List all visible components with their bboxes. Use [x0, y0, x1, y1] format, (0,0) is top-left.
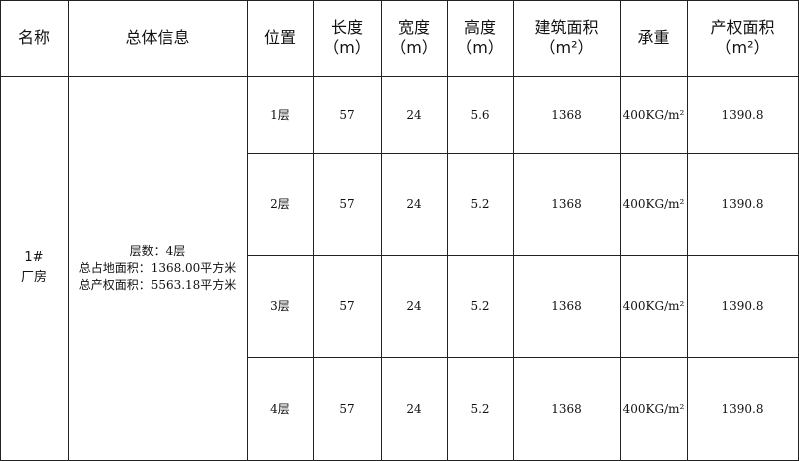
grid-line — [0, 0, 799, 1]
header-cell: 长度 （m） — [313, 0, 381, 76]
header-cell: 建筑面积 （m²） — [513, 0, 620, 76]
cell-text: （m²） — [539, 38, 594, 57]
grid-line — [381, 0, 382, 461]
cell-text: 总占地面积：1368.00平方米 — [78, 260, 237, 275]
cell-text: （m） — [323, 38, 371, 57]
data-cell: 24 — [406, 197, 422, 211]
grid-line — [513, 0, 514, 461]
header-cell: 承重 — [620, 0, 687, 76]
grid-line — [620, 0, 621, 461]
cell-text: 产权面积 — [710, 18, 775, 37]
data-cell: 400KG/m² — [622, 107, 685, 122]
cell-text: 承重 — [637, 28, 670, 47]
data-cell: 2层 — [270, 197, 290, 211]
cell-text: 层数：4层 — [129, 243, 186, 258]
grid-line — [313, 0, 314, 461]
data-cell: 1368 — [551, 197, 582, 211]
data-cell: 4层 — [270, 401, 290, 416]
header-cell: 位置 — [247, 0, 313, 76]
data-cell: 1390.8 — [721, 197, 764, 211]
data-cell: 24 — [406, 299, 422, 313]
data-cell: 57 — [339, 299, 355, 313]
data-cell: 24 — [406, 401, 422, 416]
grid-line — [0, 76, 799, 77]
grid-line — [68, 0, 69, 461]
data-cell: 3层 — [270, 299, 290, 313]
header-cell: 名称 — [0, 0, 68, 76]
cell-text: （m²） — [715, 38, 770, 57]
data-cell: 1390.8 — [721, 299, 764, 313]
data-cell: 1层 — [270, 107, 290, 122]
cell-text: （m） — [390, 38, 438, 57]
cell-text: 高度 — [463, 18, 496, 37]
cell-text: 1# — [24, 250, 44, 265]
cell-text: 厂房 — [20, 270, 47, 285]
cell-text: （m） — [456, 38, 504, 57]
cell-text: 位置 — [263, 28, 296, 47]
data-cell: 5.2 — [470, 401, 490, 416]
cell-text: 名称 — [17, 28, 50, 47]
grid-line — [0, 0, 1, 461]
header-cell: 总体信息 — [68, 0, 247, 76]
grid-line — [247, 357, 799, 358]
cell-text: 总体信息 — [125, 28, 190, 47]
header-cell: 宽度 （m） — [381, 0, 447, 76]
grid-line — [687, 0, 688, 461]
cell-text: 总产权面积：5563.18平方米 — [78, 277, 237, 292]
data-cell: 1368 — [551, 299, 582, 313]
data-cell: 1390.8 — [721, 401, 764, 416]
data-cell: 400KG/m² — [622, 401, 685, 416]
grid-line — [247, 153, 799, 154]
data-cell: 5.2 — [470, 197, 490, 211]
cell-text: 宽度 — [397, 18, 430, 37]
data-cell: 400KG/m² — [622, 299, 685, 313]
data-cell: 57 — [339, 107, 355, 122]
grid-line — [247, 0, 248, 461]
data-cell: 1390.8 — [721, 107, 764, 122]
grid-line — [247, 255, 799, 256]
data-cell: 57 — [339, 197, 355, 211]
data-cell: 24 — [406, 107, 422, 122]
data-cell: 1368 — [551, 401, 582, 416]
cell-text: 长度 — [330, 18, 363, 37]
header-cell: 高度 （m） — [447, 0, 513, 76]
data-cell: 5.2 — [470, 299, 490, 313]
name-cell: 1# 厂房 — [0, 76, 68, 460]
data-cell: 400KG/m² — [622, 197, 685, 211]
data-cell: 1368 — [551, 107, 582, 122]
grid-line — [447, 0, 448, 461]
info-cell: 层数：4层总占地面积：1368.00平方米 总产权面积：5563.18平方米 — [68, 76, 247, 460]
cell-text: 建筑面积 — [534, 18, 599, 37]
data-cell: 57 — [339, 401, 355, 416]
header-cell: 产权面积 （m²） — [687, 0, 798, 76]
data-cell: 5.6 — [470, 107, 490, 122]
